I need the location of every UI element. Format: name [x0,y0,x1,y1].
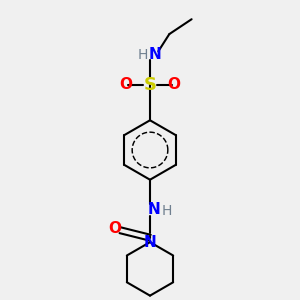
Text: O: O [167,77,180,92]
Text: N: N [144,235,156,250]
Text: S: S [143,76,157,94]
Text: O: O [108,221,122,236]
Text: N: N [149,47,162,62]
Text: N: N [148,202,161,217]
Text: O: O [120,77,133,92]
Text: H: H [161,204,172,218]
Text: H: H [137,48,148,62]
